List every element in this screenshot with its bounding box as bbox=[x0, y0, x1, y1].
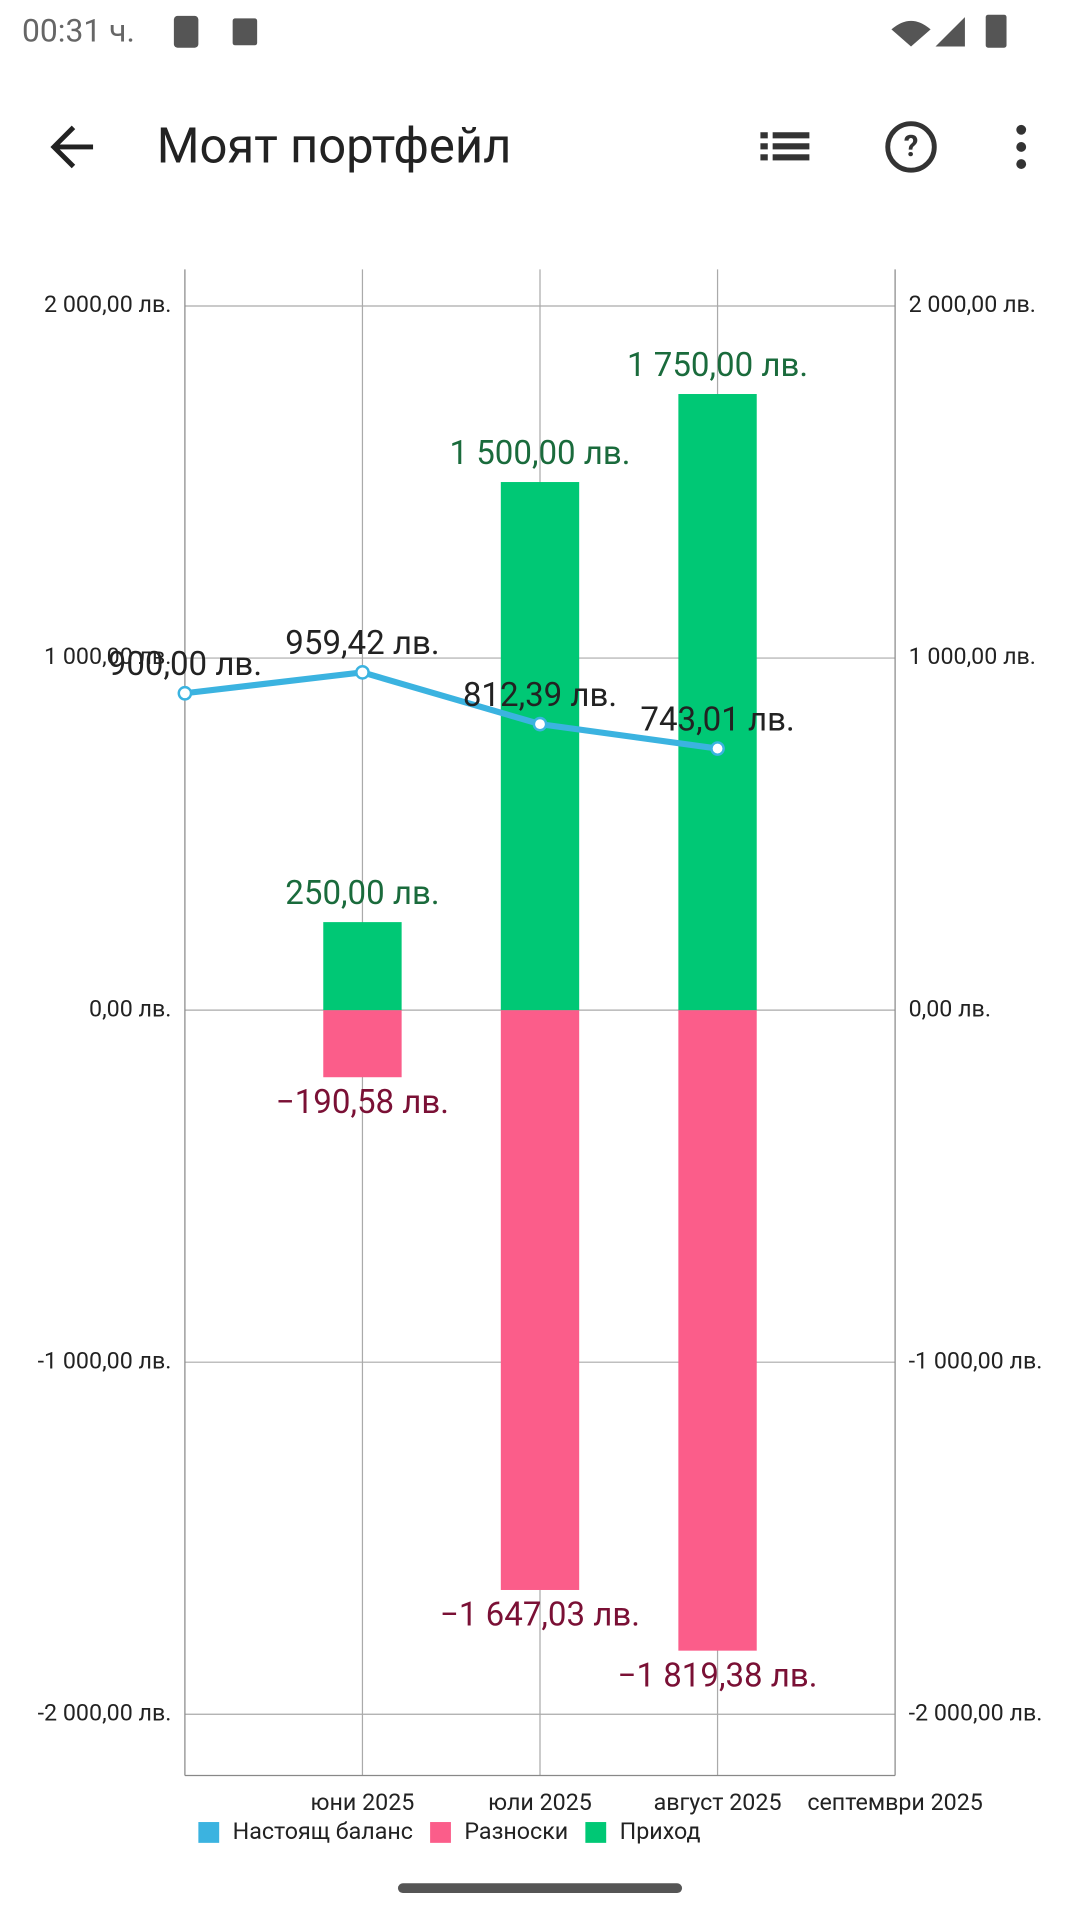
sd-icon bbox=[173, 15, 199, 48]
line-value-label: 900,00 лв. bbox=[108, 645, 262, 684]
y-tick-label: -1 000,00 лв. bbox=[38, 1346, 172, 1374]
legend-swatch bbox=[430, 1822, 451, 1843]
bar-value-label: 1 750,00 лв. bbox=[627, 346, 808, 385]
y2-tick-label: -1 000,00 лв. bbox=[909, 1346, 1043, 1374]
help-button[interactable]: ? bbox=[885, 121, 937, 173]
x-tick-label: юни 2025 bbox=[311, 1788, 415, 1816]
bar bbox=[678, 394, 757, 1011]
bar-value-label: −1 819,38 лв. bbox=[618, 1656, 818, 1695]
y2-tick-label: 2 000,00 лв. bbox=[909, 290, 1036, 318]
bar-value-label: 1 500,00 лв. bbox=[449, 434, 630, 473]
y-tick-label: 1 000,00 лв. bbox=[44, 642, 171, 670]
point bbox=[710, 741, 725, 756]
bar-value-label: −190,58 лв. bbox=[276, 1083, 449, 1122]
legend-label: Приход bbox=[620, 1817, 701, 1845]
legend-swatch bbox=[198, 1822, 220, 1843]
point bbox=[532, 716, 548, 732]
bar bbox=[678, 1010, 757, 1651]
y2-tick-label: 0,00 лв. bbox=[909, 994, 991, 1022]
list-button[interactable] bbox=[760, 132, 810, 161]
back-button[interactable] bbox=[50, 125, 94, 169]
gesture-bar bbox=[397, 1883, 683, 1894]
x-tick-label: август 2025 bbox=[654, 1788, 782, 1816]
more-button[interactable] bbox=[1016, 124, 1027, 169]
bar bbox=[500, 482, 580, 1011]
line-value-label: 812,39 лв. bbox=[463, 676, 617, 715]
bar bbox=[323, 1010, 402, 1078]
y2-tick-label: 1 000,00 лв. bbox=[909, 642, 1036, 670]
app-title: Моят портфейл bbox=[157, 117, 512, 174]
wifi-icon bbox=[891, 20, 931, 47]
legend-label: Разноски bbox=[464, 1817, 568, 1845]
x-tick-label: септември 2025 bbox=[807, 1788, 983, 1816]
line-value-label: 959,42 лв. bbox=[285, 624, 439, 663]
bar bbox=[500, 1010, 580, 1590]
bar-value-label: −1 647,03 лв. bbox=[440, 1596, 640, 1635]
battery-icon bbox=[985, 14, 1007, 48]
chart: -2 000,00 лв. -1 000,00 лв. 0,00 лв. 1 000,… bbox=[38, 269, 1043, 1845]
legend-label: Настоящ баланс bbox=[233, 1817, 413, 1845]
status-time: 00:31 ч. bbox=[22, 11, 135, 49]
line-value-label: 743,01 лв. bbox=[640, 700, 794, 739]
y2-tick-label: -2 000,00 лв. bbox=[909, 1698, 1043, 1726]
a-icon bbox=[232, 18, 258, 46]
bar bbox=[323, 922, 402, 1011]
bar-value-label: 250,00 лв. bbox=[285, 874, 439, 913]
y-tick-label: 2 000,00 лв. bbox=[44, 290, 171, 318]
point bbox=[177, 685, 193, 701]
line bbox=[184, 669, 718, 752]
point bbox=[355, 665, 370, 680]
y-tick-label: 0,00 лв. bbox=[89, 994, 171, 1022]
svg-text:?: ? bbox=[904, 130, 919, 164]
legend-swatch bbox=[585, 1822, 607, 1843]
x-tick-label: юли 2025 bbox=[488, 1788, 592, 1816]
signal-icon bbox=[935, 17, 965, 47]
y-tick-label: -2 000,00 лв. bbox=[38, 1698, 172, 1726]
